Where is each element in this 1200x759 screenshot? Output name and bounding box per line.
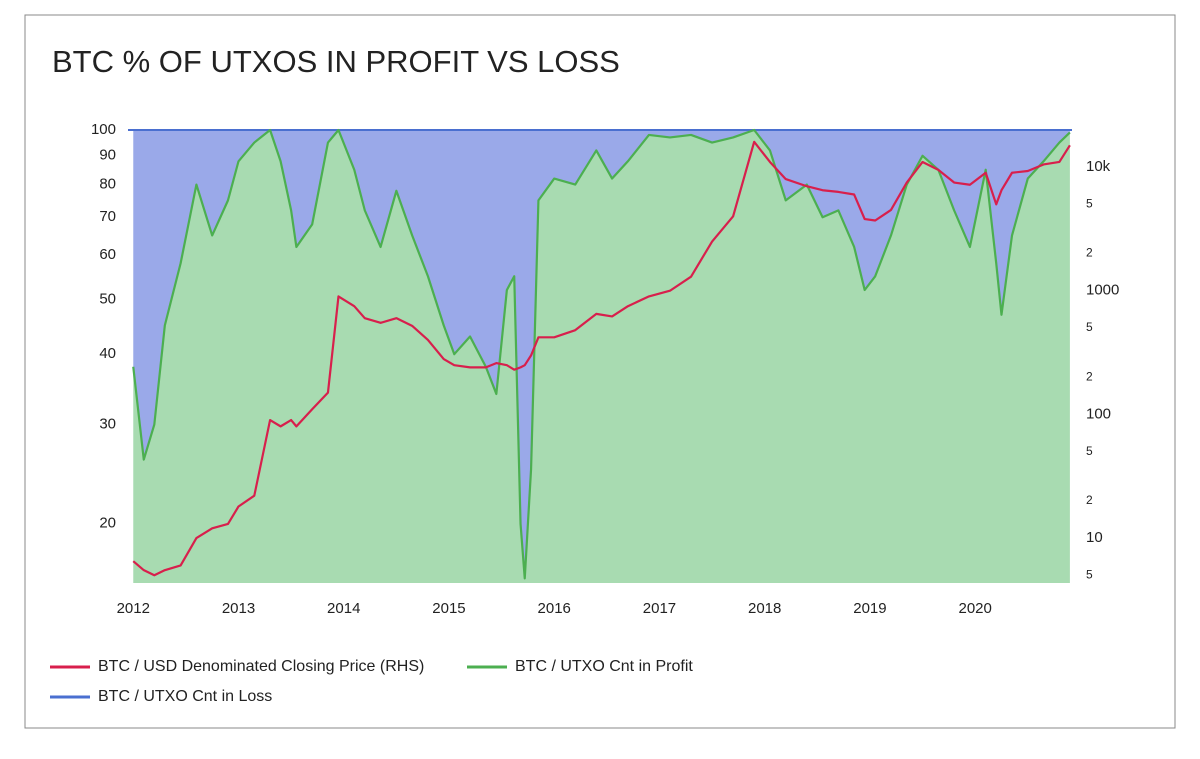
x-tick-label: 2017 <box>643 600 676 617</box>
y-tick-label: 60 <box>99 246 116 263</box>
x-tick-label: 2015 <box>432 600 465 617</box>
legend-label: BTC / UTXO Cnt in Profit <box>515 658 693 675</box>
y2-tick-label: 2 <box>1086 493 1093 507</box>
legend-label: BTC / UTXO Cnt in Loss <box>98 688 272 705</box>
legend-label: BTC / USD Denominated Closing Price (RHS… <box>98 658 424 675</box>
y-tick-label: 40 <box>99 345 116 362</box>
y-tick-label: 50 <box>99 291 116 308</box>
loss-area <box>133 130 1070 579</box>
series-line <box>132 128 1071 580</box>
y2-tick-label: 5 <box>1086 444 1093 458</box>
chart-title: BTC % OF UTXOS IN PROFIT VS LOSS <box>52 44 620 79</box>
series-line <box>132 140 1071 577</box>
x-tick-label: 2013 <box>222 600 255 617</box>
x-tick-label: 2014 <box>327 600 360 617</box>
y-tick-label: 30 <box>99 416 116 433</box>
y-tick-label: 70 <box>99 208 116 225</box>
profit-area <box>133 130 1070 583</box>
y2-tick-label: 5 <box>1086 196 1093 210</box>
y2-tick-label: 10k <box>1086 158 1111 175</box>
y2-tick-label: 10 <box>1086 529 1103 546</box>
y-tick-label: 90 <box>99 147 116 164</box>
y2-tick-label: 2 <box>1086 246 1093 260</box>
y-tick-label: 80 <box>99 176 116 193</box>
x-tick-label: 2012 <box>117 600 150 617</box>
y2-tick-label: 100 <box>1086 405 1111 422</box>
y-tick-label: 20 <box>99 515 116 532</box>
y2-tick-label: 1000 <box>1086 282 1119 299</box>
x-tick-label: 2018 <box>748 600 781 617</box>
y2-tick-label: 5 <box>1086 567 1093 581</box>
y2-tick-label: 2 <box>1086 369 1093 383</box>
x-tick-label: 2020 <box>958 600 991 617</box>
y-tick-label: 100 <box>91 121 116 138</box>
x-tick-label: 2016 <box>538 600 571 617</box>
x-tick-label: 2019 <box>853 600 886 617</box>
y2-tick-label: 5 <box>1086 320 1093 334</box>
